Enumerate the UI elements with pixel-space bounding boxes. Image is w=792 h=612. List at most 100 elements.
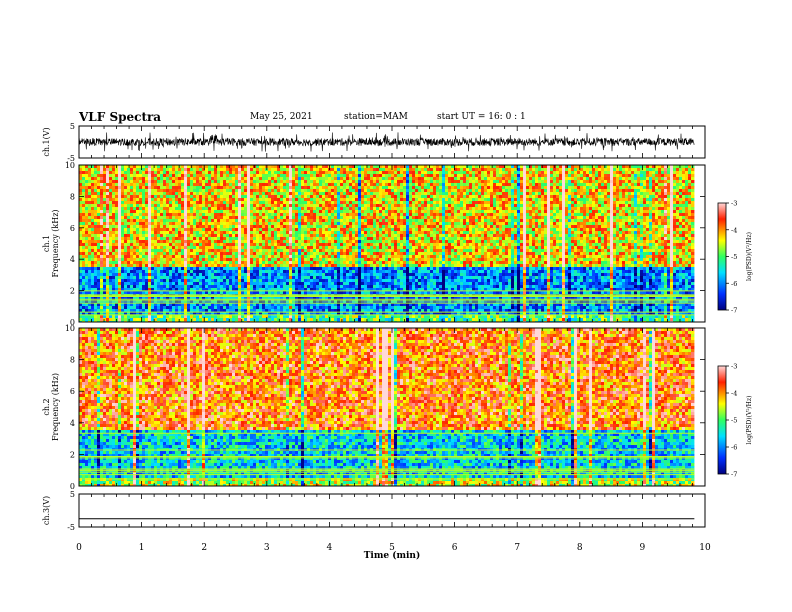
spectrogram-cell [292, 258, 295, 261]
spectrogram-cell [172, 225, 175, 228]
spectrogram-cell [289, 315, 292, 318]
spectrogram-cell [325, 198, 328, 201]
spectrogram-cell [121, 222, 124, 225]
spectrogram-cell [181, 237, 184, 240]
spectrogram-cell [163, 171, 166, 174]
spectrogram-cell [85, 261, 88, 264]
spectrogram-cell [277, 219, 280, 222]
spectrogram-cell [268, 318, 271, 321]
spectrogram-cell [262, 198, 265, 201]
spectrogram-cell [319, 207, 322, 210]
spectrogram-cell [241, 216, 244, 219]
spectrogram-cell [271, 171, 274, 174]
spectrogram-cell [82, 267, 85, 270]
spectrogram-cell [316, 207, 319, 210]
spectrogram-cell [289, 234, 292, 237]
spectrogram-cell [127, 222, 130, 225]
spectrogram-cell [196, 171, 199, 174]
spectrogram-cell [208, 243, 211, 246]
spectrogram-cell [163, 240, 166, 243]
spectrogram-cell [181, 189, 184, 192]
spectrogram-cell [295, 264, 298, 267]
spectrogram-cell [298, 225, 301, 228]
spectrogram-cell [331, 318, 334, 321]
spectrogram-cell [118, 204, 121, 207]
spectrogram-cell [352, 297, 355, 300]
spectrogram-cell [220, 177, 223, 180]
spectrogram-cell [358, 240, 361, 243]
spectrogram-cell [286, 282, 289, 285]
spectrogram-cell [247, 168, 250, 171]
spectrogram-cell [343, 180, 346, 183]
spectrogram-cell [205, 192, 208, 195]
spectrogram-cell [235, 261, 238, 264]
spectrogram-cell [82, 180, 85, 183]
spectrogram-cell [349, 270, 352, 273]
spectrogram-cell [310, 219, 313, 222]
spectrogram-cell [298, 186, 301, 189]
spectrogram-cell [118, 183, 121, 186]
spectrogram-cell [307, 195, 310, 198]
spectrogram-cell [328, 183, 331, 186]
spectrogram-cell [79, 210, 82, 213]
spectrogram-cell [79, 246, 82, 249]
spectrogram-cell [121, 165, 124, 168]
spectrogram-cell [337, 228, 340, 231]
spectrogram-cell [181, 285, 184, 288]
spectrogram-cell [178, 216, 181, 219]
spectrogram-cell [313, 273, 316, 276]
spectrogram-cell [349, 225, 352, 228]
spectrogram-cell [355, 219, 358, 222]
spectrogram-cell [103, 186, 106, 189]
spectrogram-cell [196, 213, 199, 216]
spectrogram-cell [325, 180, 328, 183]
spectrogram-cell [325, 234, 328, 237]
spectrogram-cell [316, 246, 319, 249]
spectrogram-cell [241, 180, 244, 183]
spectrogram-cell [334, 198, 337, 201]
spectrogram-cell [202, 297, 205, 300]
spectrogram-cell [205, 231, 208, 234]
spectrogram-cell [127, 201, 130, 204]
spectrogram-cell [325, 207, 328, 210]
spectrogram-cell [148, 240, 151, 243]
spectrogram-cell [169, 171, 172, 174]
spectrogram-cell [304, 201, 307, 204]
spectrogram-cell [157, 270, 160, 273]
spectrogram-cell [268, 279, 271, 282]
spectrogram-cell [271, 279, 274, 282]
spectrogram-cell [229, 180, 232, 183]
spectrogram-cell [334, 213, 337, 216]
spectrogram-cell [310, 201, 313, 204]
spectrogram-cell [241, 237, 244, 240]
spectrogram-cell [187, 276, 190, 279]
spectrogram-cell [322, 186, 325, 189]
spectrogram-cell [223, 210, 226, 213]
spectrogram-cell [145, 267, 148, 270]
spectrogram-cell [331, 267, 334, 270]
spectrogram-cell [184, 216, 187, 219]
spectrogram-cell [172, 183, 175, 186]
spectrogram-cell [352, 255, 355, 258]
spectrogram-cell [100, 228, 103, 231]
spectrogram-cell [130, 231, 133, 234]
spectrogram-cell [283, 189, 286, 192]
spectrogram-cell [181, 174, 184, 177]
spectrogram-cell [178, 174, 181, 177]
spectrogram-cell [256, 279, 259, 282]
spectrogram-cell [340, 255, 343, 258]
spectrogram-cell [283, 258, 286, 261]
spectrogram-cell [313, 183, 316, 186]
spectrogram-cell [223, 219, 226, 222]
spectrogram-cell [280, 315, 283, 318]
spectrogram-cell [166, 207, 169, 210]
spectrogram-cell [337, 252, 340, 255]
spectrogram-cell [247, 189, 250, 192]
spectrogram-cell [88, 237, 91, 240]
spectrogram-cell [115, 195, 118, 198]
spectrogram-cell [103, 228, 106, 231]
spectrogram-cell [193, 234, 196, 237]
spectrogram-cell [358, 258, 361, 261]
spectrogram-cell [208, 207, 211, 210]
spectrogram-cell [346, 255, 349, 258]
